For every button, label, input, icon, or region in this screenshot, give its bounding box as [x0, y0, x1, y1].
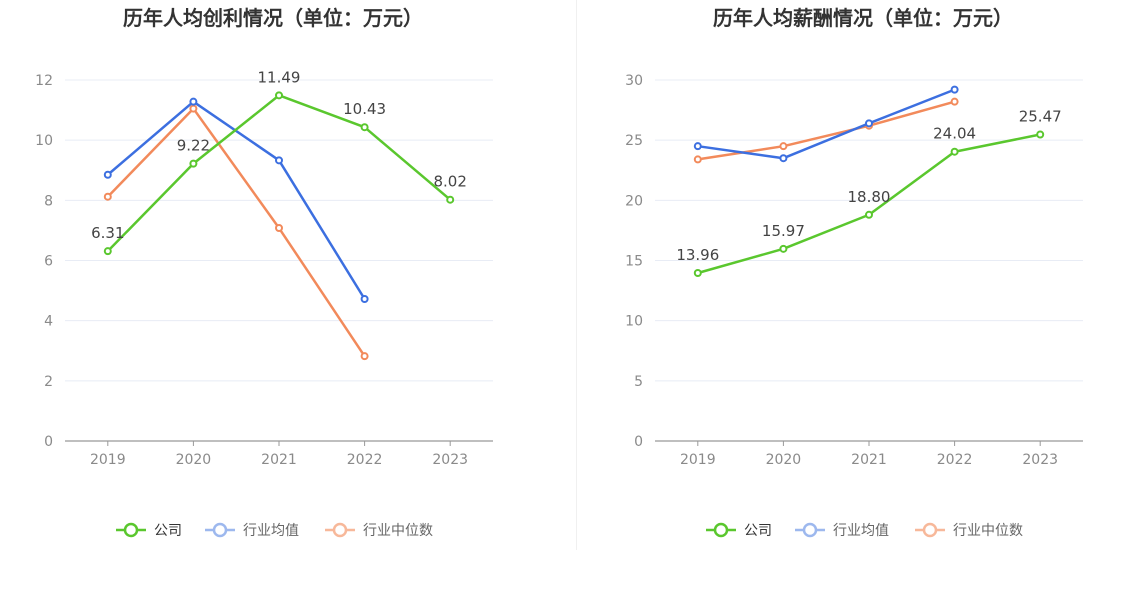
legend-marker-icon [922, 522, 938, 538]
data-point-industry_median[interactable] [103, 192, 112, 201]
data-point-company[interactable] [865, 210, 873, 219]
series-line-industry_avg [697, 88, 956, 160]
legend-label: 公司 [154, 523, 182, 539]
data-point-industry_median[interactable] [950, 97, 959, 106]
y-tick-label: 20 [625, 193, 643, 209]
data-point-industry_avg[interactable] [103, 170, 112, 179]
legend-label: 行业均值 [243, 523, 299, 539]
y-tick-label: 4 [44, 314, 53, 330]
chart-svg: 历年人均创利情况（单位：万元） 0 2 4 6 8 10 12 2019 2020 2021 2022… [35, 6, 493, 539]
x-tick-label: 2022 [937, 452, 973, 468]
data-point-industry_avg[interactable] [360, 295, 369, 304]
chart-svg: 历年人均薪酬情况（单位：万元） 0 5 10 15 20 25 30 2019 2020 2021 2… [625, 6, 1083, 539]
data-point-company[interactable] [779, 244, 788, 253]
data-label: 15.97 [762, 222, 805, 240]
data-label: 18.80 [848, 188, 891, 206]
data-point-industry_avg[interactable] [693, 142, 702, 151]
data-point-company[interactable] [1036, 130, 1045, 139]
data-point-company[interactable] [360, 123, 369, 132]
legend-label: 公司 [744, 523, 772, 539]
legend-item-industry_avg[interactable]: 行业均值 [795, 522, 889, 539]
y-tick-label: 0 [634, 434, 643, 450]
legend-marker-icon [713, 522, 729, 538]
data-point-company[interactable] [189, 159, 198, 168]
x-tick-label: 2019 [680, 452, 716, 468]
data-label: 13.96 [676, 246, 719, 264]
data-point-company[interactable] [103, 247, 112, 256]
data-point-industry_avg[interactable] [275, 156, 283, 165]
data-point-company[interactable] [693, 269, 702, 278]
salary-per-capita-chart: 历年人均薪酬情况（单位：万元） 0 5 10 15 20 25 30 2019 2020 2021 2… [590, 0, 1148, 589]
y-tick-label: 10 [625, 314, 643, 330]
data-point-industry_median[interactable] [779, 142, 788, 151]
y-tick-label: 12 [35, 73, 53, 89]
y-tick-label: 2 [44, 374, 53, 390]
x-tick-label: 2020 [176, 452, 212, 468]
x-tick-label: 2023 [1022, 452, 1058, 468]
y-tick-label: 15 [625, 254, 643, 270]
legend-item-industry_median[interactable]: 行业中位数 [915, 522, 1023, 539]
x-tick-label: 2021 [851, 452, 887, 468]
data-point-company[interactable] [950, 147, 959, 156]
x-tick-label: 2022 [347, 452, 383, 468]
legend-item-industry_median[interactable]: 行业中位数 [325, 522, 433, 539]
data-label: 10.43 [343, 100, 386, 118]
data-label: 11.49 [258, 68, 301, 86]
profit-per-capita-chart: 历年人均创利情况（单位：万元） 0 2 4 6 8 10 12 2019 2020 2021 2022… [35, 6, 493, 539]
data-point-industry_avg[interactable] [189, 97, 198, 106]
data-point-company[interactable] [275, 91, 283, 100]
y-tick-label: 30 [625, 73, 643, 89]
y-tick-label: 25 [625, 133, 643, 149]
x-tick-label: 2019 [90, 452, 126, 468]
chart-title: 历年人均创利情况（单位：万元） [123, 6, 423, 30]
legend-label: 行业中位数 [953, 523, 1023, 539]
x-tick-label: 2021 [261, 452, 297, 468]
legend-marker-icon [332, 522, 348, 538]
y-tick-label: 5 [634, 374, 643, 390]
legend-item-company[interactable]: 公司 [116, 522, 182, 539]
legend-marker-icon [802, 522, 818, 538]
series-line-industry_median [106, 107, 366, 357]
data-point-industry_avg[interactable] [779, 154, 788, 163]
legend-marker-icon [212, 522, 228, 538]
data-label: 24.04 [933, 125, 976, 143]
data-point-industry_avg[interactable] [950, 85, 959, 94]
data-point-industry_median[interactable] [189, 104, 198, 113]
data-point-industry_median[interactable] [360, 352, 369, 361]
data-point-industry_median[interactable] [275, 224, 283, 233]
data-point-company[interactable] [446, 195, 455, 204]
legend-item-industry_avg[interactable]: 行业均值 [205, 522, 299, 539]
y-tick-label: 0 [44, 434, 53, 450]
data-point-industry_median[interactable] [693, 155, 702, 164]
legend-label: 行业均值 [833, 523, 889, 539]
chart-title: 历年人均薪酬情况（单位：万元） [713, 6, 1013, 30]
x-tick-label: 2023 [432, 452, 468, 468]
x-tick-label: 2020 [766, 452, 802, 468]
legend-label: 行业中位数 [363, 523, 433, 539]
legend-marker-icon [123, 522, 139, 538]
data-label: 9.22 [177, 137, 210, 155]
y-tick-label: 10 [35, 133, 53, 149]
data-point-industry_avg[interactable] [865, 119, 873, 128]
panel-divider [576, 0, 577, 550]
y-tick-label: 6 [44, 254, 53, 270]
data-label: 6.31 [91, 224, 124, 242]
data-label: 8.02 [433, 173, 466, 191]
data-label: 25.47 [1019, 108, 1062, 126]
y-tick-label: 8 [44, 193, 53, 209]
legend-item-company[interactable]: 公司 [706, 522, 772, 539]
